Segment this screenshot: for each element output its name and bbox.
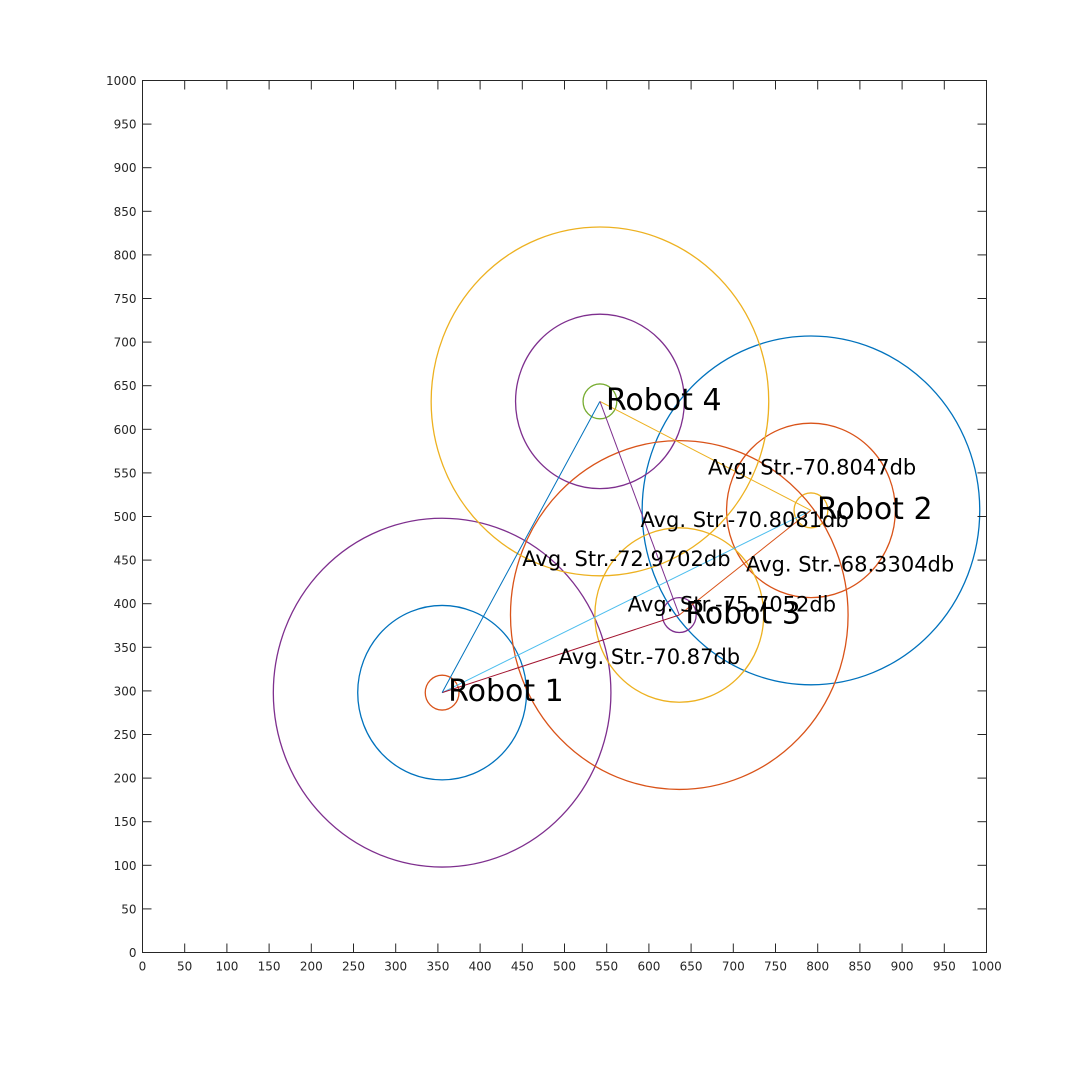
axis-ticks — [142, 80, 987, 953]
robot-3-ring-3 — [509, 439, 849, 791]
x-tick-label: 650 — [680, 960, 703, 974]
robot-1-ring-3 — [272, 517, 612, 868]
robot-3-ring-1 — [661, 596, 697, 634]
robot-labels: Robot 1 Robot 2 Robot 3 Robot 4 — [448, 383, 932, 709]
x-tick-label: 950 — [933, 960, 956, 974]
robot-4-ring-2 — [514, 313, 685, 490]
y-tick-label: 350 — [114, 641, 137, 655]
x-tick-label: 850 — [848, 960, 871, 974]
link-line-2-4 — [599, 400, 812, 511]
y-tick-label: 550 — [114, 466, 137, 480]
x-tick-label: 100 — [215, 960, 238, 974]
y-tick-label: 650 — [114, 379, 137, 393]
robot-2-ring-2 — [725, 422, 896, 599]
plot-area — [142, 80, 987, 953]
x-tick-label: 350 — [426, 960, 449, 974]
x-tick-label: 1000 — [971, 960, 1002, 974]
y-tick-label: 150 — [114, 815, 137, 829]
robot-4-ring-1 — [582, 383, 618, 420]
robot-3-label: Robot 3 — [685, 597, 801, 632]
x-tick-label: 400 — [469, 960, 492, 974]
y-tick-label: 750 — [114, 292, 137, 306]
x-tick-label: 800 — [806, 960, 829, 974]
robot-1-label: Robot 1 — [448, 674, 564, 709]
y-tick-label: 250 — [114, 728, 137, 742]
x-tick-label: 600 — [637, 960, 660, 974]
x-tick-label: 450 — [511, 960, 534, 974]
x-tick-label: 250 — [342, 960, 365, 974]
link-strength-label: Avg. Str.-68.3304db — [746, 552, 954, 576]
y-tick-label: 1000 — [106, 74, 137, 88]
y-tick-label: 500 — [114, 510, 137, 524]
link-line-2-3 — [678, 510, 812, 616]
y-tick-label: 800 — [114, 248, 137, 262]
tick-labels: 0 50 100 150 200 250 300 350 400 450 500 550 600 650 7… — [106, 74, 1002, 974]
x-tick-label: 0 — [139, 960, 147, 974]
robot-1-ring-1 — [424, 674, 460, 711]
coverage-rings — [272, 226, 981, 868]
x-tick-label: 200 — [300, 960, 323, 974]
y-tick-label: 900 — [114, 161, 137, 175]
link-strength-label: Avg. Str.-70.8081db — [640, 508, 848, 532]
y-tick-label: 100 — [114, 859, 137, 873]
link-line-1-2 — [441, 509, 812, 694]
link-strength-label: Avg. Str.-75.7052db — [628, 592, 836, 616]
robot-4-ring-3 — [430, 226, 770, 577]
robot-3-ring-2 — [594, 527, 765, 703]
link-lines — [441, 400, 812, 694]
link-line-3-4 — [599, 401, 680, 616]
y-tick-label: 700 — [114, 336, 137, 350]
x-tick-label: 700 — [722, 960, 745, 974]
robot-2-label: Robot 2 — [817, 492, 933, 527]
link-line-1-3 — [441, 614, 680, 694]
x-tick-label: 750 — [764, 960, 787, 974]
y-tick-label: 200 — [114, 772, 137, 786]
x-tick-label: 550 — [595, 960, 618, 974]
link-annotations: Avg. Str.-70.8047db Avg. Str.-70.8081db Av… — [522, 456, 954, 669]
robot-2-ring-1 — [793, 492, 829, 529]
y-tick-label: 400 — [114, 597, 137, 611]
x-tick-label: 50 — [177, 960, 192, 974]
link-strength-label: Avg. Str.-72.9702db — [522, 547, 730, 571]
y-tick-label: 300 — [114, 684, 137, 698]
link-strength-label: Avg. Str.-70.87db — [559, 645, 741, 669]
y-tick-label: 950 — [114, 118, 137, 132]
link-line-1-4 — [441, 401, 601, 693]
x-tick-label: 500 — [553, 960, 576, 974]
x-tick-label: 300 — [384, 960, 407, 974]
y-tick-label: 0 — [129, 946, 137, 960]
x-tick-label: 150 — [258, 960, 281, 974]
link-strength-label: Avg. Str.-70.8047db — [708, 456, 916, 480]
axes-box — [142, 80, 987, 953]
robot-1-ring-2 — [357, 604, 528, 781]
robot-4-label: Robot 4 — [606, 383, 722, 418]
x-tick-label: 900 — [891, 960, 914, 974]
y-tick-label: 50 — [121, 902, 136, 916]
robot-2-ring-3 — [641, 335, 981, 686]
y-tick-label: 600 — [114, 423, 137, 437]
y-tick-label: 450 — [114, 554, 137, 568]
y-tick-label: 850 — [114, 205, 137, 219]
